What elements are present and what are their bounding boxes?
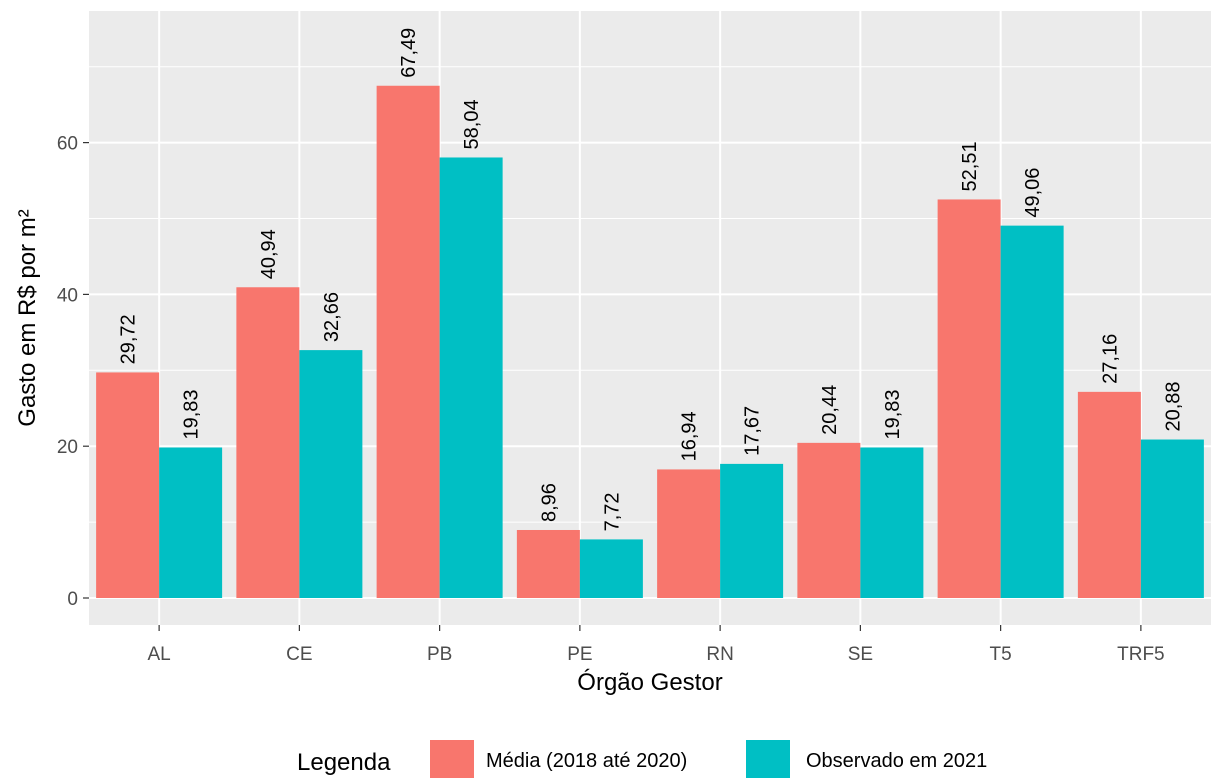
bar-value-label: 67,49 [398,28,420,78]
x-tick-label: AL [148,644,171,665]
x-tick-label: TRF5 [1117,644,1165,665]
legend-title: Legenda [297,749,391,776]
x-tick-label: CE [286,644,312,665]
y-tick-label: 20 [57,437,78,458]
bar [1000,225,1064,599]
bar [299,350,363,598]
bar-value-label: 7,72 [601,492,623,531]
bar-value-label: 20,44 [819,385,841,435]
bar-value-label: 19,83 [181,389,203,439]
bar [159,447,223,598]
bars [96,85,1204,599]
bar [96,372,160,598]
bar-value-label: 8,96 [538,483,560,522]
bar [720,463,784,598]
legend-label-observado: Observado em 2021 [806,750,987,772]
bar-value-labels: 29,72 19,83 40,94 32,66 67,49 58,04 8,96 7,72 16… [118,28,1185,532]
bar [860,447,924,598]
bar-value-label: 19,83 [882,389,904,439]
bar-value-label: 32,66 [321,292,343,342]
bar-value-label: 49,06 [1022,168,1044,218]
x-tick-label: PB [427,644,452,665]
bar-value-label: 17,67 [742,406,764,456]
legend-key-observado [746,740,790,778]
bar-value-label: 52,51 [959,141,981,191]
legend-label-media: Média (2018 até 2020) [486,750,687,772]
legend: Legenda Média (2018 até 2020) Observado … [297,740,987,778]
y-axis-title: Gasto em R$ por m² [14,209,41,426]
bar [1140,439,1204,598]
bar-value-label: 40,94 [258,229,280,279]
bar [376,85,440,598]
bar [657,469,721,598]
bar-value-label: 29,72 [118,314,140,364]
bar [937,199,1001,598]
bar-value-label: 58,04 [461,99,483,149]
y-tick-label: 40 [57,285,78,306]
bar [579,539,643,598]
x-tick-label: RN [706,644,733,665]
x-axis: AL CE PB PE RN SE T5 TRF5 [148,625,1165,665]
x-tick-label: T5 [990,644,1012,665]
bar [516,529,580,598]
bar [797,442,861,598]
y-tick-label: 60 [57,134,78,155]
x-axis-title: Órgão Gestor [577,669,722,696]
x-tick-label: PE [567,644,592,665]
bar [236,287,300,598]
bar-value-label: 20,88 [1162,381,1184,431]
x-tick-label: SE [848,644,873,665]
bar-value-label: 27,16 [1099,334,1121,384]
y-tick-label: 0 [67,589,78,610]
bar-value-label: 16,94 [679,411,701,461]
bar [1077,391,1141,598]
y-axis: 0 20 40 60 [57,134,89,610]
legend-key-media [430,740,474,778]
bar [439,157,503,599]
